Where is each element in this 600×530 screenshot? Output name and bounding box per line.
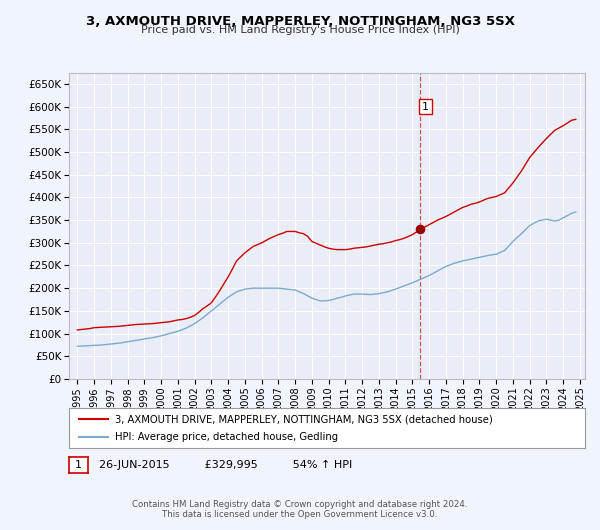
Point [416,225,425,233]
Text: 1: 1 [75,460,82,470]
Text: Contains HM Land Registry data © Crown copyright and database right 2024.: Contains HM Land Registry data © Crown c… [132,500,468,509]
Text: 3, AXMOUTH DRIVE, MAPPERLEY, NOTTINGHAM, NG3 5SX: 3, AXMOUTH DRIVE, MAPPERLEY, NOTTINGHAM,… [86,15,515,28]
Text: 26-JUN-2015          £329,995          54% ↑ HPI: 26-JUN-2015 £329,995 54% ↑ HPI [99,460,352,470]
Text: Price paid vs. HM Land Registry's House Price Index (HPI): Price paid vs. HM Land Registry's House … [140,25,460,36]
Text: 3, AXMOUTH DRIVE, MAPPERLEY, NOTTINGHAM, NG3 5SX (detached house): 3, AXMOUTH DRIVE, MAPPERLEY, NOTTINGHAM,… [115,414,493,424]
Text: This data is licensed under the Open Government Licence v3.0.: This data is licensed under the Open Gov… [163,510,437,518]
Text: HPI: Average price, detached house, Gedling: HPI: Average price, detached house, Gedl… [115,432,338,441]
Text: 1: 1 [422,102,429,112]
